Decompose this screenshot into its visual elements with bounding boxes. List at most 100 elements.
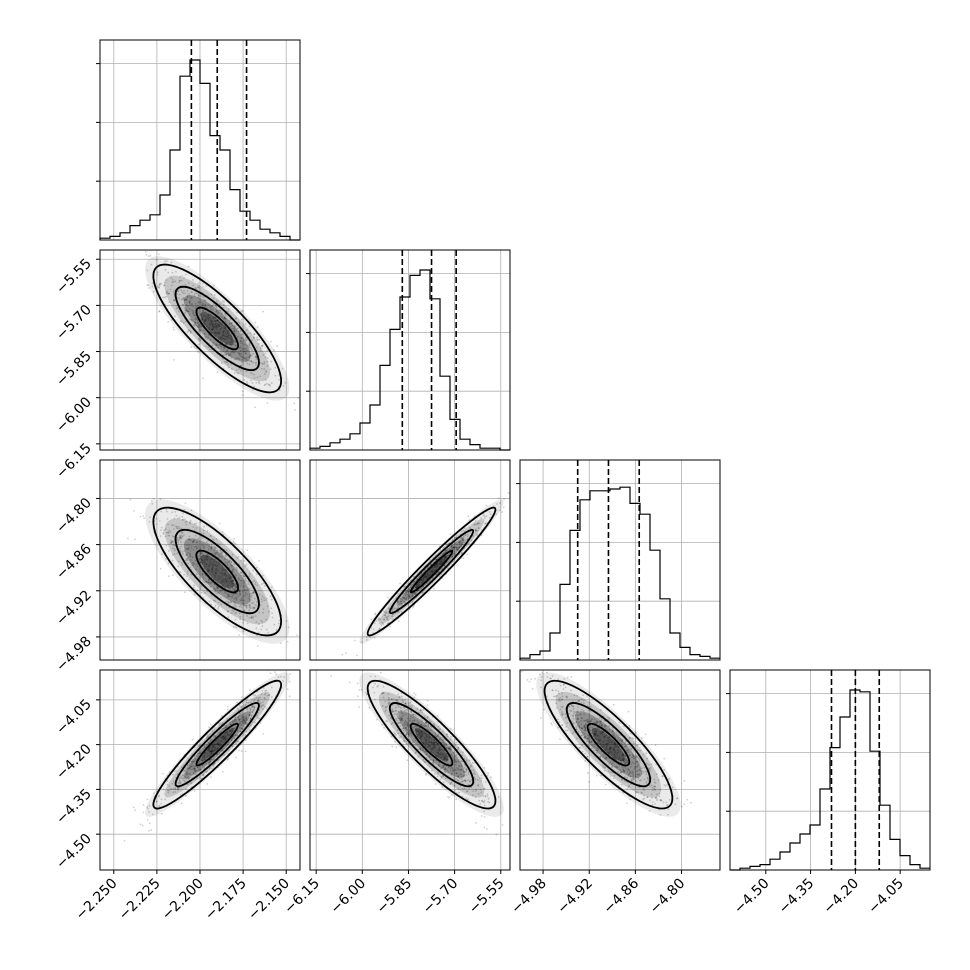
sample-point — [212, 323, 214, 326]
sample-point — [407, 725, 410, 728]
sample-point — [240, 364, 243, 367]
sample-point — [408, 705, 411, 707]
sample-point — [228, 322, 231, 325]
sample-point — [217, 607, 219, 610]
sample-point — [218, 343, 221, 346]
sample-point — [152, 498, 155, 500]
sample-point — [210, 535, 212, 538]
sample-point — [227, 354, 230, 356]
sample-point — [398, 721, 401, 724]
sample-point — [161, 553, 164, 556]
sample-point — [460, 769, 463, 771]
sample-point — [365, 636, 368, 638]
sample-point — [462, 769, 465, 772]
sample-point — [189, 553, 192, 556]
sample-point — [453, 546, 456, 549]
sample-point — [433, 587, 435, 590]
sample-point — [250, 339, 253, 342]
sample-point — [241, 702, 244, 704]
sample-point — [240, 705, 243, 708]
sample-point — [209, 560, 211, 563]
sample-point — [166, 780, 169, 782]
sample-point — [220, 336, 223, 339]
sample-point — [400, 716, 403, 718]
sample-point — [163, 281, 166, 284]
sample-point — [256, 699, 259, 702]
sample-point — [256, 339, 259, 341]
sample-point — [263, 361, 266, 363]
sample-point — [180, 536, 183, 538]
sample-point — [195, 573, 198, 576]
sample-point — [437, 742, 439, 745]
sample-point — [222, 330, 225, 333]
sample-point — [237, 351, 240, 354]
sample-point — [391, 710, 394, 713]
sample-point — [242, 604, 245, 607]
sample-point — [369, 636, 372, 638]
sample-point — [248, 707, 251, 710]
sample-point — [411, 713, 414, 716]
sample-point — [271, 616, 274, 619]
sample-point — [437, 735, 440, 737]
sample-point — [457, 761, 460, 764]
sample-point — [393, 731, 395, 734]
sample-point — [459, 760, 462, 763]
sample-point — [466, 533, 469, 536]
sample-point — [419, 709, 422, 711]
sample-point — [197, 769, 200, 772]
sample-point — [213, 539, 215, 541]
sample-point — [261, 625, 264, 627]
sample-point — [211, 571, 214, 574]
sample-point — [208, 543, 211, 546]
sample-point — [408, 595, 411, 598]
sample-point — [223, 353, 226, 356]
sample-point — [558, 692, 560, 695]
sample-point — [276, 345, 279, 347]
sample-point — [151, 502, 154, 505]
sample-point — [209, 732, 212, 735]
contour-0 — [366, 679, 497, 810]
sample-point — [400, 717, 403, 720]
sample-point — [388, 607, 390, 610]
sample-point — [207, 303, 210, 306]
sample-point — [465, 759, 468, 762]
sample-point — [201, 562, 204, 564]
sample-point — [183, 299, 186, 302]
sample-point — [420, 730, 423, 732]
sample-point — [215, 344, 218, 347]
sample-point — [637, 762, 640, 765]
sample-point — [446, 549, 449, 552]
sample-point — [409, 596, 411, 599]
sample-point — [149, 516, 151, 519]
sample-point — [485, 828, 488, 831]
sample-point — [403, 596, 406, 599]
sample-point — [192, 540, 195, 543]
sample-point — [260, 367, 263, 370]
sample-point — [218, 743, 220, 746]
sample-point — [244, 594, 246, 597]
sample-point — [405, 598, 408, 601]
sample-point — [396, 601, 399, 603]
sample-point — [436, 563, 438, 566]
sample-point — [176, 773, 179, 776]
sample-point — [160, 798, 163, 801]
sample-point — [245, 606, 248, 609]
sample-point — [588, 709, 590, 712]
sample-point — [423, 732, 426, 735]
sample-point — [457, 546, 460, 549]
sample-point — [445, 757, 448, 760]
sample-point — [243, 584, 246, 587]
sample-point — [425, 721, 428, 724]
sample-point — [230, 322, 233, 324]
sample-point — [222, 331, 224, 334]
sample-point — [243, 379, 246, 381]
sample-point — [419, 735, 422, 738]
sample-point — [233, 727, 236, 730]
sample-point — [192, 314, 195, 317]
sample-point — [198, 326, 201, 329]
sample-point — [424, 751, 427, 753]
sample-point — [455, 547, 458, 550]
sample-point — [203, 322, 206, 324]
sample-point — [234, 718, 237, 721]
sample-point — [203, 335, 206, 338]
